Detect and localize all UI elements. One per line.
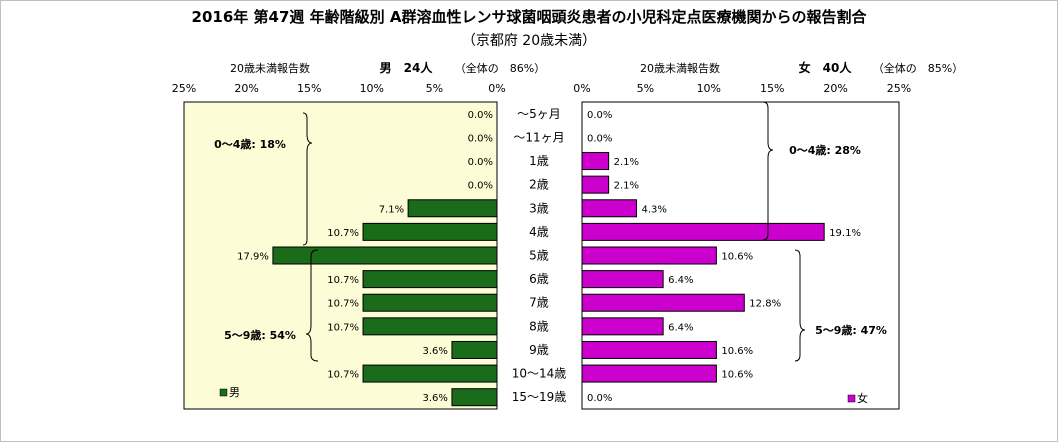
- category-label: 9歳: [529, 343, 549, 357]
- male-value-label: 0.0%: [468, 110, 493, 121]
- category-label: 4歳: [529, 225, 549, 239]
- male-bar: [362, 317, 498, 336]
- male-value-label: 3.6%: [423, 393, 448, 404]
- male-header-note: （全体の 86%）: [455, 61, 545, 75]
- female-bar: [581, 364, 717, 383]
- female-bar: [581, 152, 610, 171]
- male-bar: [362, 270, 498, 289]
- female-group-5-9-label: 5～9歳: 47%: [815, 323, 887, 337]
- male-bar: [362, 293, 498, 312]
- right-axis-tick-label: 0%: [573, 82, 590, 95]
- category-label: 2歳: [529, 178, 549, 192]
- left-axis-ticks: 25% 20% 15% 10% 5% 0%: [172, 82, 506, 95]
- right-axis-tick-label: 5%: [637, 82, 654, 95]
- female-value-label: 0.0%: [587, 393, 612, 404]
- male-group-0-4-label: 0～4歳: 18%: [214, 137, 286, 151]
- left-axis-tick-label: 25%: [172, 82, 196, 95]
- female-group-0-4-label: 0～4歳: 28%: [789, 143, 861, 157]
- male-value-label: 10.7%: [327, 228, 359, 239]
- category-label: ～5ヶ月: [517, 107, 561, 121]
- chart-title: 2016年 第47週 年齢階級別 A群溶血性レンサ球菌咽頭炎患者の小児科定点医療…: [192, 8, 868, 26]
- left-axis-tick-label: 5%: [426, 82, 443, 95]
- female-value-label: 10.6%: [721, 252, 753, 263]
- left-axis-label: 20歳未満報告数: [230, 62, 310, 75]
- female-bars: 0.0% 0.0% 2.1% 2.1% 4.3% 19.1% 10.6% 6.4% 12.8% 6…: [581, 110, 861, 404]
- male-header: 男 24人: [380, 60, 434, 75]
- male-value-label: 10.7%: [327, 299, 359, 310]
- male-value-label: 7.1%: [379, 204, 404, 215]
- female-bar: [581, 246, 717, 265]
- female-5-9-brace: [794, 249, 806, 362]
- female-bar: [581, 222, 825, 241]
- female-value-label: 6.4%: [668, 322, 693, 333]
- male-value-label: 0.0%: [468, 181, 493, 192]
- male-bar: [451, 388, 498, 407]
- male-bars: 0.0% 0.0% 0.0% 0.0% 7.1% 10.7% 17.9% 10.7% 10.7%…: [237, 110, 498, 407]
- male-value-label: 3.6%: [423, 346, 448, 357]
- male-0-4-brace: [302, 112, 313, 246]
- right-axis-tick-label: 10%: [697, 82, 721, 95]
- category-label: 7歳: [529, 296, 549, 310]
- female-legend-swatch: [847, 394, 856, 403]
- male-group-5-9-label: 5～9歳: 54%: [224, 328, 296, 342]
- male-5-9-brace: [305, 249, 319, 362]
- female-bar: [581, 270, 664, 289]
- category-label: 5歳: [529, 249, 549, 263]
- category-label: 10～14歳: [512, 367, 567, 381]
- female-value-label: 2.1%: [614, 181, 639, 192]
- category-label: 6歳: [529, 272, 549, 286]
- male-bar: [407, 199, 498, 218]
- category-label: 3歳: [529, 201, 549, 215]
- male-bar: [362, 222, 498, 241]
- category-label: 8歳: [529, 319, 549, 333]
- female-legend-label: 女: [857, 391, 868, 405]
- female-value-label: 4.3%: [642, 204, 667, 215]
- female-header: 女 40人: [799, 60, 853, 75]
- male-value-label: 0.0%: [468, 133, 493, 144]
- male-legend-label: 男: [229, 386, 240, 399]
- category-labels: ～5ヶ月 ～11ヶ月 1歳 2歳 3歳 4歳 5歳 6歳 7歳 8歳 9歳 10～14歳 15～19歳: [512, 107, 567, 404]
- female-bar: [581, 199, 638, 218]
- male-bar: [272, 246, 498, 265]
- left-axis-tick-label: 20%: [234, 82, 258, 95]
- male-value-label: 17.9%: [237, 252, 269, 263]
- right-axis-tick-label: 25%: [887, 82, 911, 95]
- right-axis-ticks: 0% 5% 10% 15% 20% 25%: [573, 82, 911, 95]
- right-axis-tick-label: 20%: [823, 82, 847, 95]
- category-label: ～11ヶ月: [513, 130, 564, 144]
- right-axis-label: 20歳未満報告数: [640, 62, 720, 75]
- right-axis-tick-label: 15%: [760, 82, 784, 95]
- female-value-label: 12.8%: [749, 299, 781, 310]
- female-bar: [581, 175, 610, 194]
- female-value-label: 2.1%: [614, 157, 639, 168]
- left-axis-tick-label: 15%: [297, 82, 321, 95]
- male-bar: [451, 340, 498, 359]
- female-value-label: 0.0%: [587, 110, 612, 121]
- female-bar: [581, 317, 664, 336]
- chart-subtitle: （京都府 20歳未満）: [462, 33, 596, 49]
- female-bar: [581, 293, 745, 312]
- female-header-note: （全体の 85%）: [873, 61, 963, 75]
- male-value-label: 0.0%: [468, 157, 493, 168]
- female-0-4-brace: [762, 101, 774, 241]
- male-value-label: 10.7%: [327, 322, 359, 333]
- female-value-label: 0.0%: [587, 133, 612, 144]
- male-bar: [362, 364, 498, 383]
- female-value-label: 19.1%: [829, 228, 861, 239]
- female-bar: [581, 340, 717, 359]
- male-value-label: 10.7%: [327, 275, 359, 286]
- male-value-label: 10.7%: [327, 370, 359, 381]
- female-value-label: 10.6%: [721, 346, 753, 357]
- category-label: 1歳: [529, 154, 549, 168]
- female-value-label: 10.6%: [721, 370, 753, 381]
- left-axis-tick-label: 0%: [488, 82, 505, 95]
- female-value-label: 6.4%: [668, 275, 693, 286]
- male-legend-swatch: [219, 388, 228, 397]
- left-axis-tick-label: 10%: [360, 82, 384, 95]
- category-label: 15～19歳: [512, 390, 567, 404]
